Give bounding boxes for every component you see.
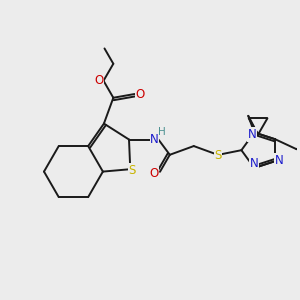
Text: O: O — [149, 167, 159, 180]
Text: N: N — [248, 128, 257, 141]
Text: N: N — [250, 158, 259, 170]
Text: O: O — [136, 88, 145, 100]
Text: O: O — [94, 74, 103, 87]
Text: S: S — [214, 148, 221, 162]
Text: N: N — [150, 133, 159, 146]
Text: N: N — [275, 154, 284, 167]
Text: S: S — [128, 164, 136, 177]
Text: H: H — [158, 127, 166, 137]
